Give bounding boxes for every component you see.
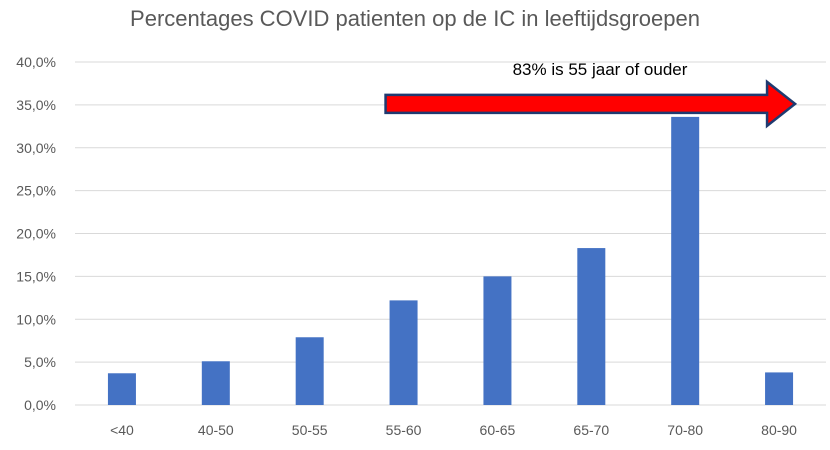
annotation-arrow	[384, 79, 798, 129]
y-tick-label: 15,0%	[16, 268, 56, 284]
x-tick-label: 55-60	[386, 422, 422, 438]
x-tick-label: 70-80	[667, 422, 703, 438]
y-tick-label: 40,0%	[16, 54, 56, 70]
bars	[107, 116, 794, 405]
y-tick-label: 20,0%	[16, 226, 56, 242]
y-tick-label: 30,0%	[16, 140, 56, 156]
bar	[107, 373, 136, 405]
y-tick-label: 10,0%	[16, 311, 56, 327]
x-tick-label: 65-70	[573, 422, 609, 438]
bar	[389, 300, 418, 405]
x-tick-label: 60-65	[480, 422, 516, 438]
x-tick-label: 40-50	[198, 422, 234, 438]
bar	[295, 337, 324, 405]
arrow-shape	[384, 79, 798, 129]
annotation-text: 83% is 55 jaar of ouder	[513, 60, 688, 79]
bar	[577, 248, 606, 405]
chart-title: Percentages COVID patienten op de IC in …	[130, 6, 700, 31]
y-tick-label: 0,0%	[24, 397, 56, 413]
y-tick-label: 5,0%	[24, 354, 56, 370]
x-tick-label: 80-90	[761, 422, 797, 438]
y-axis-ticks: 0,0% 5,0% 10,0% 15,0% 20,0% 25,0% 30,0% 35,0% 40…	[16, 54, 56, 413]
bar	[201, 361, 230, 405]
grid-lines	[75, 61, 826, 406]
x-tick-label: <40	[110, 422, 134, 438]
x-tick-label: 50-55	[292, 422, 328, 438]
y-tick-label: 35,0%	[16, 97, 56, 113]
bar	[483, 276, 512, 405]
x-axis-ticks: <40 40-50 50-55 55-60 60-65 65-70 70-80 80-90	[110, 422, 797, 438]
bar	[765, 372, 794, 405]
y-tick-label: 25,0%	[16, 183, 56, 199]
bar	[671, 116, 700, 405]
